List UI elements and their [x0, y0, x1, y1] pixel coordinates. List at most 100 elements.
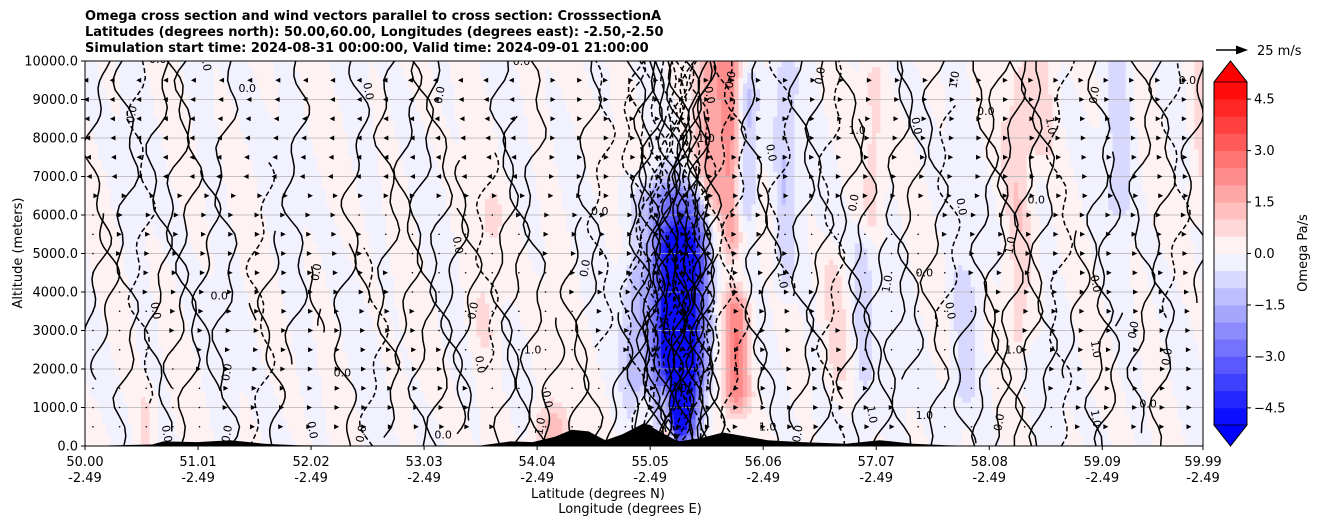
omega-cell	[145, 105, 150, 111]
omega-cell	[322, 353, 327, 359]
omega-cell	[89, 67, 94, 73]
omega-cell	[201, 116, 206, 122]
omega-cell	[231, 419, 236, 425]
omega-cell	[145, 292, 150, 298]
omega-cell	[132, 336, 137, 342]
omega-cell	[287, 413, 292, 419]
omega-cell	[304, 342, 309, 348]
chart-title-line-3: Simulation start time: 2024-08-31 00:00:…	[85, 41, 649, 56]
omega-cell	[94, 397, 99, 403]
omega-cell	[291, 127, 296, 133]
omega-cell	[145, 391, 150, 397]
omega-cell	[317, 232, 322, 238]
omega-cell	[188, 61, 193, 67]
omega-cell	[300, 188, 305, 194]
omega-cell	[287, 408, 292, 414]
omega-cell	[132, 72, 137, 78]
omega-cell	[236, 226, 241, 232]
omega-cell	[89, 397, 94, 403]
omega-cell	[317, 353, 322, 359]
omega-cell	[270, 303, 275, 309]
omega-cell	[94, 320, 99, 326]
omega-cell	[274, 122, 279, 128]
omega-cell	[141, 303, 146, 309]
omega-cell	[184, 193, 189, 199]
omega-cell	[94, 342, 99, 348]
omega-cell	[124, 138, 129, 144]
omega-cell	[111, 276, 116, 282]
omega-cell	[85, 331, 90, 337]
omega-cell	[287, 380, 292, 386]
omega-cell	[210, 254, 215, 260]
omega-cell	[313, 122, 318, 128]
omega-cell	[141, 419, 146, 425]
omega-cell	[141, 89, 146, 95]
omega-cell	[145, 265, 150, 271]
omega-cell	[85, 122, 90, 128]
omega-cell	[326, 391, 331, 397]
omega-cell	[128, 391, 133, 397]
omega-cell	[158, 408, 163, 414]
omega-cell	[154, 160, 159, 166]
omega-cell	[201, 204, 206, 210]
omega-cell	[309, 166, 314, 172]
omega-cell	[150, 232, 155, 238]
omega-cell	[283, 111, 288, 117]
omega-cell	[270, 254, 275, 260]
omega-cell	[154, 243, 159, 249]
omega-cell	[115, 122, 120, 128]
omega-cell	[150, 270, 155, 276]
omega-cell	[274, 89, 279, 95]
omega-cell	[154, 391, 159, 397]
omega-cell	[94, 127, 99, 133]
omega-cell	[167, 67, 172, 73]
omega-cell	[175, 314, 180, 320]
omega-cell	[171, 111, 176, 117]
omega-cell	[291, 430, 296, 436]
omega-cell	[240, 67, 245, 73]
omega-cell	[201, 391, 206, 397]
omega-cell	[154, 226, 159, 232]
omega-cell	[227, 391, 232, 397]
omega-cell	[240, 435, 245, 441]
omega-cell	[240, 177, 245, 183]
omega-cell	[279, 435, 284, 441]
omega-cell	[291, 204, 296, 210]
omega-cell	[214, 391, 219, 397]
omega-cell	[102, 369, 107, 375]
omega-cell	[287, 254, 292, 260]
omega-cell	[283, 369, 288, 375]
omega-cell	[193, 127, 198, 133]
omega-cell	[231, 182, 236, 188]
omega-cell	[223, 61, 228, 67]
omega-cell	[111, 61, 116, 67]
omega-cell	[253, 303, 258, 309]
omega-cell	[188, 309, 193, 315]
omega-cell	[85, 199, 90, 205]
omega-cell	[244, 61, 249, 67]
omega-cell	[253, 72, 258, 78]
omega-cell	[257, 336, 262, 342]
omega-cell	[223, 413, 228, 419]
omega-cell	[132, 89, 137, 95]
omega-cell	[313, 232, 318, 238]
omega-cell	[201, 375, 206, 381]
omega-cell	[180, 204, 185, 210]
omega-cell	[309, 397, 314, 403]
omega-cell	[274, 298, 279, 304]
omega-cell	[261, 144, 266, 150]
omega-cell	[98, 309, 103, 315]
omega-cell	[317, 61, 322, 67]
omega-cell	[218, 419, 223, 425]
omega-cell	[128, 276, 133, 282]
omega-cell	[128, 265, 133, 271]
omega-cell	[326, 375, 331, 381]
omega-cell	[115, 160, 120, 166]
omega-cell	[274, 105, 279, 111]
omega-cell	[107, 138, 112, 144]
omega-cell	[257, 116, 262, 122]
omega-cell	[115, 105, 120, 111]
omega-cell	[89, 298, 94, 304]
omega-cell	[188, 281, 193, 287]
omega-cell	[218, 413, 223, 419]
